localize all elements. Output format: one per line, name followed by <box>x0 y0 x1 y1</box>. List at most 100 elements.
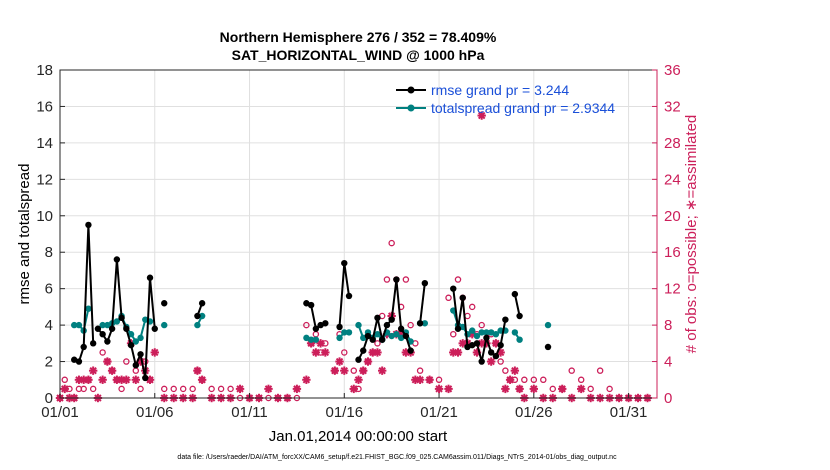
obs-possible-point <box>568 367 575 374</box>
obs-possible-point <box>530 376 538 384</box>
obs-possible-point <box>118 385 125 393</box>
obs-assimilated-point <box>515 384 524 394</box>
rmse-point <box>511 290 519 298</box>
obs-possible-point <box>123 358 130 365</box>
rmse-point <box>146 274 154 281</box>
x-tick-label: 01/21 <box>420 404 458 421</box>
rmse-point <box>142 374 149 382</box>
rmse-point <box>307 301 315 309</box>
rmse-line <box>513 293 521 317</box>
obs-possible-point <box>383 276 391 283</box>
obs-assimilated-point <box>505 375 515 384</box>
obs-possible-point <box>160 385 168 393</box>
x-axis-label: Jan.01,2014 00:00:00 start <box>269 428 448 445</box>
obs-possible-point <box>445 294 452 302</box>
obs-assimilated-point <box>425 375 434 384</box>
obs-assimilated-point <box>558 384 567 394</box>
obs-assimilated-point <box>330 366 340 375</box>
rmse-point <box>198 300 206 307</box>
obs-possible-point <box>606 385 613 393</box>
rmse-point <box>487 349 495 356</box>
obs-assimilated-point <box>302 375 311 384</box>
rmse-point <box>516 312 523 320</box>
obs-possible-point <box>502 367 509 374</box>
obs-possible-point <box>478 321 485 329</box>
totalspread-point <box>312 336 320 343</box>
obs-possible-point <box>407 321 414 329</box>
y-right-tick-label: 12 <box>664 281 681 298</box>
obs-assimilated-point <box>453 348 463 357</box>
obs-possible-point <box>577 376 585 384</box>
data-file-footer: data file: /Users/raeder/DAI/ATM_forcXX/… <box>177 454 617 461</box>
obs-possible-point <box>540 376 547 384</box>
x-tick-label: 01/01 <box>41 404 79 421</box>
totalspread-point <box>492 331 500 338</box>
rmse-line <box>419 283 426 324</box>
obs-possible-point <box>388 239 395 247</box>
rmse-point <box>364 332 372 340</box>
totalspread-point <box>132 338 140 345</box>
rmse-point <box>544 343 552 351</box>
y-left-tick-label: 10 <box>36 208 53 225</box>
obs-assimilated-point <box>354 375 363 384</box>
y-axis-left: 0 2 4 6 8 10 12 14 16 18 <box>36 62 65 407</box>
obs-possible-point <box>521 376 528 384</box>
obs-possible-point <box>80 385 87 393</box>
rmse-point <box>402 332 410 340</box>
obs-assimilated-point <box>576 384 586 394</box>
obs-assimilated-point <box>335 357 344 366</box>
y-left-tick-label: 14 <box>36 135 53 152</box>
rmse-point <box>459 294 466 301</box>
rmse-point <box>355 356 362 363</box>
obs-assimilated-point <box>444 384 453 394</box>
obs-assimilated-point <box>529 384 539 394</box>
x-tick-label: 01/31 <box>610 404 648 421</box>
rmse-point <box>360 347 367 354</box>
y-left-tick-label: 12 <box>36 171 53 188</box>
totalspread-point <box>336 334 343 342</box>
rmse-point <box>478 358 485 365</box>
rmse-point <box>345 292 353 300</box>
obs-assimilated-point <box>510 366 520 375</box>
obs-assimilated-point <box>311 348 321 357</box>
totalspread-point <box>127 331 135 338</box>
y-left-tick-label: 16 <box>36 98 53 115</box>
totalspread-point <box>345 329 353 336</box>
totalspread-point <box>341 329 348 336</box>
rmse-point <box>383 321 391 329</box>
obs-assimilated-point <box>501 384 510 394</box>
rmse-point <box>99 331 106 338</box>
rmse-point <box>322 320 329 327</box>
obs-assimilated-point <box>486 357 496 366</box>
y-left-tick-label: 0 <box>45 390 53 407</box>
rmse-point <box>161 300 168 307</box>
obs-possible-point <box>435 376 443 384</box>
totalspread-point <box>75 321 83 329</box>
rmse-point <box>80 343 87 351</box>
obs-possible-point <box>596 367 604 374</box>
rmse-point <box>341 259 348 267</box>
y-right-tick-label: 20 <box>664 208 681 225</box>
rmse-point <box>388 316 395 323</box>
obs-assimilated-point <box>84 375 93 384</box>
totalspread-point <box>544 321 552 329</box>
rmse-point <box>473 340 481 347</box>
obs-assimilated-point <box>88 366 98 375</box>
obs-assimilated-point <box>193 366 202 375</box>
rmse-point <box>108 325 116 332</box>
totalspread-point <box>161 321 168 329</box>
rmse-point <box>416 320 424 327</box>
obs-possible-point <box>189 385 196 393</box>
rmse-point <box>137 351 144 358</box>
totalspread-point <box>71 321 78 329</box>
obs-possible-point <box>208 385 215 393</box>
totalspread-point <box>85 305 92 312</box>
obs-assimilated-point <box>415 375 425 384</box>
rmse-point <box>454 325 462 332</box>
legend-spread-marker <box>407 104 415 112</box>
rmse-point <box>393 276 400 283</box>
obs-assimilated-point <box>60 384 69 394</box>
y-axis-right: 0 4 8 12 16 20 24 28 32 36 <box>652 62 681 407</box>
rmse-point <box>369 336 376 343</box>
rmse-point <box>132 362 140 369</box>
